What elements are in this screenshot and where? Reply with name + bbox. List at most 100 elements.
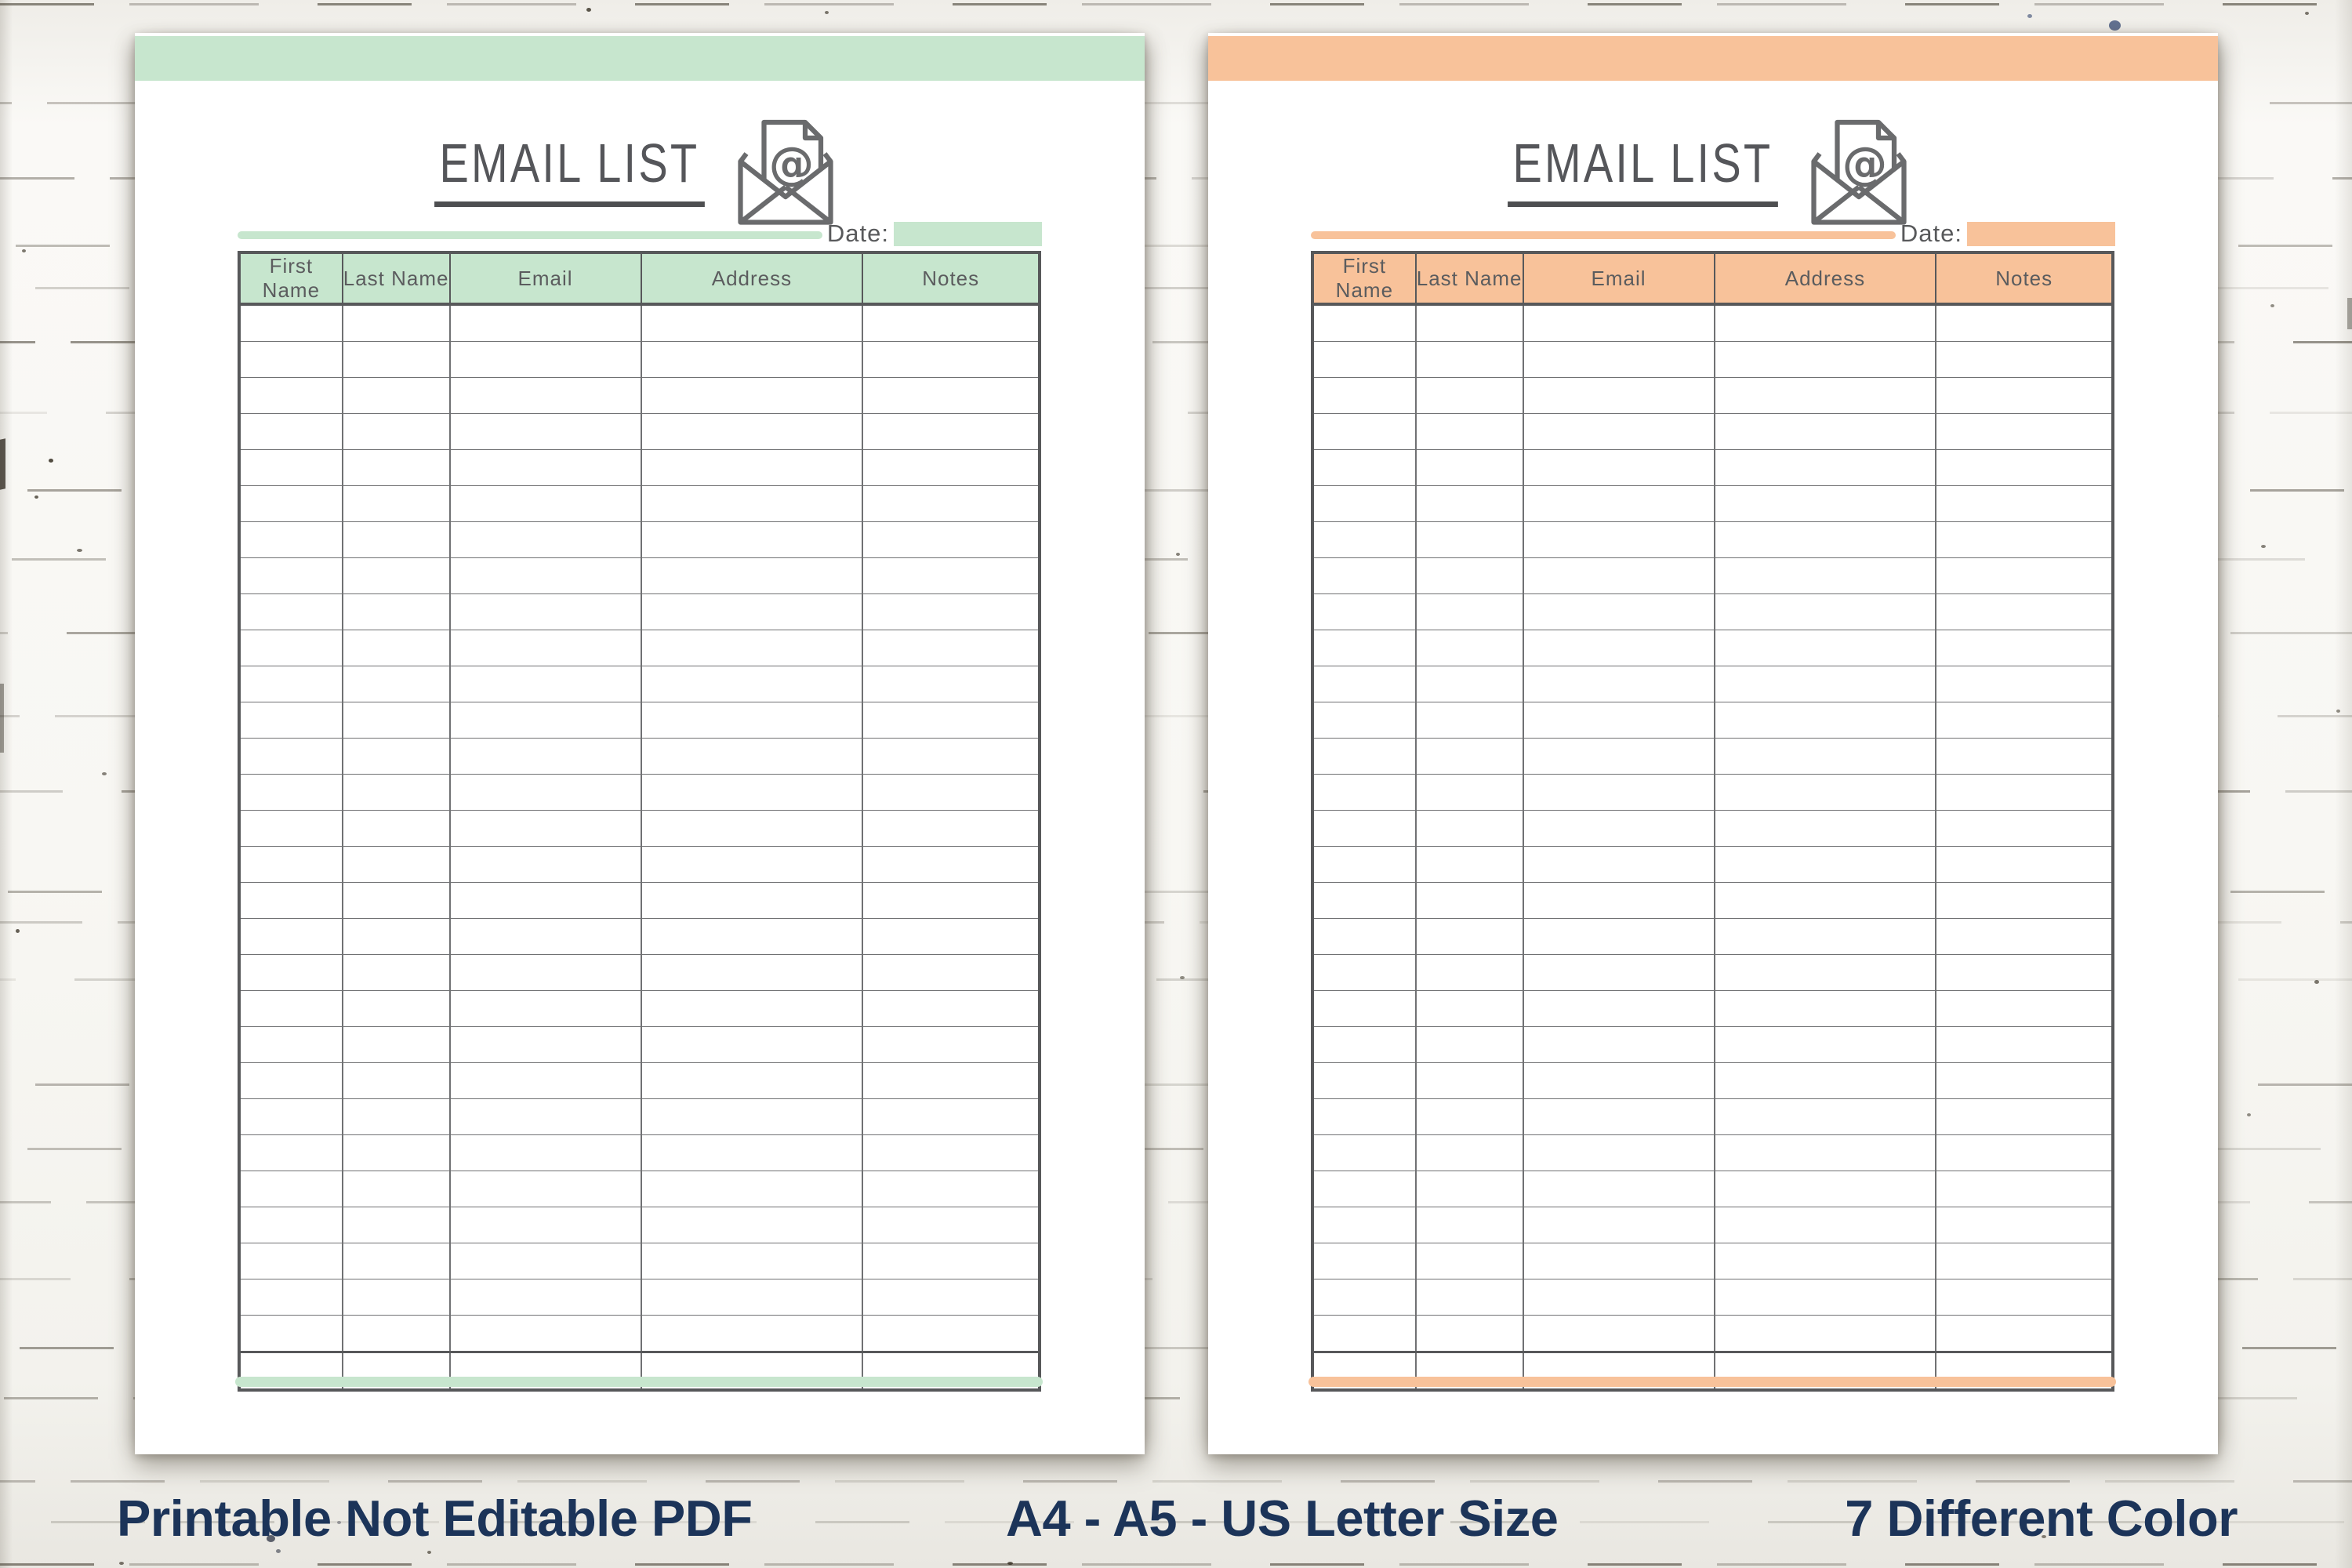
- empty-cell[interactable]: [1713, 449, 1937, 486]
- empty-cell[interactable]: [1312, 1026, 1417, 1063]
- empty-cell[interactable]: [640, 990, 864, 1027]
- empty-cell[interactable]: [1312, 918, 1417, 955]
- empty-cell[interactable]: [448, 1207, 642, 1243]
- empty-cell[interactable]: [448, 738, 642, 775]
- empty-cell[interactable]: [238, 1171, 343, 1207]
- empty-cell[interactable]: [1713, 846, 1937, 883]
- empty-cell[interactable]: [640, 485, 864, 522]
- empty-cell[interactable]: [448, 341, 642, 378]
- empty-cell[interactable]: [1935, 557, 2114, 594]
- empty-cell[interactable]: [1935, 702, 2114, 739]
- empty-cell[interactable]: [341, 810, 451, 847]
- empty-cell[interactable]: [1312, 593, 1417, 630]
- empty-cell[interactable]: [1713, 341, 1937, 378]
- empty-cell[interactable]: [238, 1207, 343, 1243]
- empty-cell[interactable]: [862, 341, 1040, 378]
- empty-cell[interactable]: [341, 485, 451, 522]
- empty-cell[interactable]: [862, 1243, 1040, 1279]
- empty-cell[interactable]: [448, 377, 642, 414]
- empty-cell[interactable]: [1414, 738, 1524, 775]
- empty-cell[interactable]: [862, 918, 1040, 955]
- empty-cell[interactable]: [1522, 846, 1715, 883]
- empty-cell[interactable]: [1414, 1171, 1524, 1207]
- empty-cell[interactable]: [238, 303, 343, 342]
- empty-cell[interactable]: [341, 1171, 451, 1207]
- empty-cell[interactable]: [238, 990, 343, 1027]
- empty-cell[interactable]: [1414, 557, 1524, 594]
- empty-cell[interactable]: [1522, 413, 1715, 450]
- empty-cell[interactable]: [862, 810, 1040, 847]
- empty-cell[interactable]: [1713, 377, 1937, 414]
- empty-cell[interactable]: [1414, 990, 1524, 1027]
- empty-cell[interactable]: [862, 1098, 1040, 1135]
- empty-cell[interactable]: [1935, 954, 2114, 991]
- empty-cell[interactable]: [862, 1134, 1040, 1171]
- empty-cell[interactable]: [1414, 1062, 1524, 1099]
- empty-cell[interactable]: [1312, 557, 1417, 594]
- empty-cell[interactable]: [862, 593, 1040, 630]
- empty-cell[interactable]: [1935, 774, 2114, 811]
- empty-cell[interactable]: [862, 1171, 1040, 1207]
- empty-cell[interactable]: [1414, 846, 1524, 883]
- empty-cell[interactable]: [862, 1062, 1040, 1099]
- empty-cell[interactable]: [1522, 593, 1715, 630]
- empty-cell[interactable]: [1312, 341, 1417, 378]
- empty-cell[interactable]: [1935, 1171, 2114, 1207]
- empty-cell[interactable]: [1522, 521, 1715, 558]
- empty-cell[interactable]: [1713, 702, 1937, 739]
- empty-cell[interactable]: [1713, 593, 1937, 630]
- empty-cell[interactable]: [1713, 954, 1937, 991]
- empty-cell[interactable]: [1935, 593, 2114, 630]
- empty-cell[interactable]: [1713, 1026, 1937, 1063]
- empty-cell[interactable]: [1935, 1134, 2114, 1171]
- empty-cell[interactable]: [1713, 1279, 1937, 1316]
- empty-cell[interactable]: [1312, 1062, 1417, 1099]
- empty-cell[interactable]: [862, 774, 1040, 811]
- empty-cell[interactable]: [640, 666, 864, 702]
- empty-cell[interactable]: [238, 1098, 343, 1135]
- empty-cell[interactable]: [1935, 413, 2114, 450]
- empty-cell[interactable]: [1935, 990, 2114, 1027]
- empty-cell[interactable]: [1935, 1026, 2114, 1063]
- empty-cell[interactable]: [341, 738, 451, 775]
- empty-cell[interactable]: [1522, 738, 1715, 775]
- empty-cell[interactable]: [341, 1098, 451, 1135]
- empty-cell[interactable]: [1522, 341, 1715, 378]
- empty-cell[interactable]: [1522, 485, 1715, 522]
- empty-cell[interactable]: [1713, 882, 1937, 919]
- empty-cell[interactable]: [1522, 954, 1715, 991]
- empty-cell[interactable]: [238, 882, 343, 919]
- empty-cell[interactable]: [1312, 485, 1417, 522]
- empty-cell[interactable]: [448, 1279, 642, 1316]
- empty-cell[interactable]: [640, 303, 864, 342]
- empty-cell[interactable]: [1312, 846, 1417, 883]
- empty-cell[interactable]: [448, 1243, 642, 1279]
- empty-cell[interactable]: [448, 1026, 642, 1063]
- empty-cell[interactable]: [1414, 1279, 1524, 1316]
- empty-cell[interactable]: [1312, 1171, 1417, 1207]
- empty-cell[interactable]: [448, 810, 642, 847]
- empty-cell[interactable]: [1414, 918, 1524, 955]
- empty-cell[interactable]: [640, 557, 864, 594]
- empty-cell[interactable]: [1713, 1207, 1937, 1243]
- empty-cell[interactable]: [341, 303, 451, 342]
- empty-cell[interactable]: [1414, 303, 1524, 342]
- empty-cell[interactable]: [1522, 1243, 1715, 1279]
- empty-cell[interactable]: [1522, 882, 1715, 919]
- empty-cell[interactable]: [1713, 990, 1937, 1027]
- empty-cell[interactable]: [862, 521, 1040, 558]
- empty-cell[interactable]: [862, 630, 1040, 666]
- empty-cell[interactable]: [1414, 1243, 1524, 1279]
- empty-cell[interactable]: [1713, 918, 1937, 955]
- empty-cell[interactable]: [238, 1026, 343, 1063]
- empty-cell[interactable]: [1935, 521, 2114, 558]
- empty-cell[interactable]: [1935, 738, 2114, 775]
- empty-cell[interactable]: [1713, 1098, 1937, 1135]
- empty-cell[interactable]: [341, 1279, 451, 1316]
- empty-cell[interactable]: [1522, 702, 1715, 739]
- empty-cell[interactable]: [640, 882, 864, 919]
- empty-cell[interactable]: [1312, 666, 1417, 702]
- empty-cell[interactable]: [1414, 1026, 1524, 1063]
- empty-cell[interactable]: [448, 413, 642, 450]
- empty-cell[interactable]: [1414, 882, 1524, 919]
